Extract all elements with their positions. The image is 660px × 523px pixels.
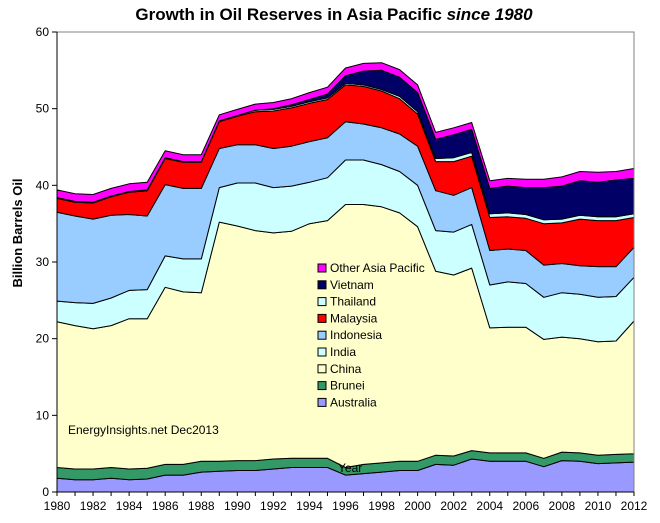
x-tick-label: 1990 bbox=[224, 499, 251, 513]
y-axis: 0 10 20 30 40 50 60 bbox=[36, 25, 58, 499]
y-tick-label: 0 bbox=[42, 485, 49, 499]
legend-label: Malaysia bbox=[330, 311, 378, 325]
x-tick-label: 1994 bbox=[296, 499, 323, 513]
x-axis-label: Year bbox=[338, 461, 362, 475]
legend-label: India bbox=[330, 345, 356, 359]
legend-swatch bbox=[317, 280, 327, 290]
chart-title-main: Growth in Oil Reserves in Asia Pacific bbox=[135, 5, 446, 24]
source-note: EnergyInsights.net Dec2013 bbox=[68, 423, 219, 437]
x-tick-label: 1986 bbox=[152, 499, 179, 513]
x-tick-label: 1988 bbox=[188, 499, 215, 513]
legend-label: Vietnam bbox=[330, 278, 374, 292]
legend-swatch bbox=[317, 297, 327, 307]
x-tick-label: 2012 bbox=[621, 499, 648, 513]
legend-swatch bbox=[317, 347, 327, 357]
x-tick-label: 2010 bbox=[585, 499, 612, 513]
legend-label: Indonesia bbox=[330, 328, 382, 342]
x-tick-label: 1992 bbox=[260, 499, 287, 513]
legend-swatch bbox=[317, 364, 327, 374]
y-tick-label: 10 bbox=[36, 408, 50, 422]
x-tick-label: 1982 bbox=[80, 499, 107, 513]
y-tick-label: 40 bbox=[36, 178, 50, 192]
chart-title-italic: since 1980 bbox=[447, 5, 534, 24]
x-tick-label: 1996 bbox=[332, 499, 359, 513]
legend-swatch bbox=[317, 313, 327, 323]
x-tick-label: 2006 bbox=[512, 499, 539, 513]
plot-area bbox=[56, 31, 635, 493]
y-tick-label: 60 bbox=[36, 25, 50, 39]
legend-label: Brunei bbox=[330, 379, 365, 393]
legend: Other Asia Pacific Vietnam Thailand Malaysi… bbox=[317, 261, 425, 409]
x-tick-label: 2008 bbox=[549, 499, 576, 513]
legend-swatch bbox=[317, 397, 327, 407]
y-axis-label: Billion Barrels Oil bbox=[10, 178, 25, 287]
y-tick-label: 20 bbox=[36, 332, 50, 346]
x-axis: 1980 1982 1984 1986 1988 1990 1992 1994 1996 1998… bbox=[44, 491, 648, 513]
x-tick-label: 2004 bbox=[476, 499, 503, 513]
legend-label: Other Asia Pacific bbox=[330, 261, 425, 275]
x-tick-label: 2002 bbox=[440, 499, 467, 513]
y-tick-label: 30 bbox=[36, 255, 50, 269]
legend-swatch bbox=[317, 330, 327, 340]
legend-swatch bbox=[317, 263, 327, 273]
legend-swatch bbox=[317, 381, 327, 391]
x-tick-label: 1984 bbox=[116, 499, 143, 513]
x-tick-label: 1998 bbox=[368, 499, 395, 513]
y-tick-label: 50 bbox=[36, 102, 50, 116]
legend-label: China bbox=[330, 362, 362, 376]
legend-label: Thailand bbox=[330, 295, 376, 309]
legend-label: Australia bbox=[330, 395, 377, 409]
x-tick-label: 1980 bbox=[44, 499, 71, 513]
chart-title: Growth in Oil Reserves in Asia Pacific s… bbox=[135, 5, 533, 24]
x-tick-label: 2000 bbox=[404, 499, 431, 513]
